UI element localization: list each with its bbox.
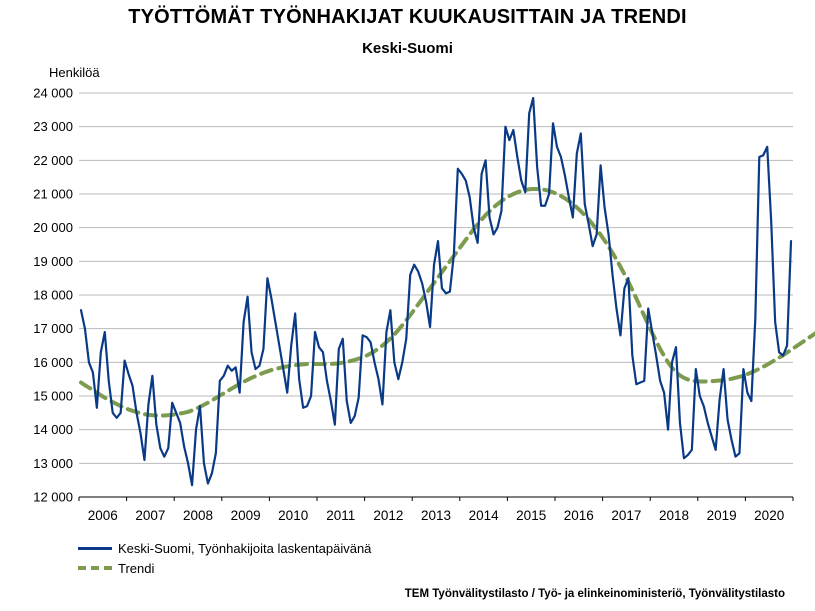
y-tick-label: 14 000 <box>33 422 73 437</box>
legend-label-trendi: Trendi <box>118 560 155 576</box>
y-tick-label: 13 000 <box>33 456 73 471</box>
x-tick-label: 2011 <box>326 508 355 523</box>
y-tick-label: 18 000 <box>33 288 73 303</box>
chart-subtitle: Keski-Suomi <box>362 40 453 57</box>
legend-swatch-dashed <box>78 566 112 570</box>
y-tick-label: 23 000 <box>33 119 73 134</box>
x-tick-label: 2016 <box>564 508 594 523</box>
y-tick-label: 12 000 <box>33 490 73 505</box>
x-tick-label: 2017 <box>611 508 641 523</box>
y-tick-label: 20 000 <box>33 220 73 235</box>
x-tick-label: 2010 <box>278 508 308 523</box>
y-tick-label: 15 000 <box>33 389 73 404</box>
y-tick-label: 17 000 <box>33 321 73 336</box>
legend-label-keski-suomi: Keski-Suomi, Työnhakijoita laskentapäivä… <box>118 540 372 556</box>
y-tick-label: 21 000 <box>33 187 73 202</box>
x-tick-label: 2013 <box>421 508 451 523</box>
series-line-keski-suomi <box>79 96 793 487</box>
legend-swatch-solid <box>78 546 112 550</box>
x-tick-label: 2007 <box>135 508 165 523</box>
x-tick-label: 2009 <box>231 508 261 523</box>
x-tick-label: 2019 <box>707 508 737 523</box>
x-tick-label: 2020 <box>754 508 784 523</box>
chart-title: TYÖTTÖMÄT TYÖNHAKIJAT KUUKAUSITTAIN JA T… <box>128 6 687 28</box>
x-tick-label: 2015 <box>516 508 546 523</box>
y-tick-label: 19 000 <box>33 254 73 269</box>
series-line-trendi <box>78 186 815 418</box>
chart-legend: Keski-Suomi, Työnhakijoita laskentapäivä… <box>78 538 371 578</box>
x-tick-label: 2006 <box>88 508 118 523</box>
y-axis-label: Henkilöä <box>49 65 100 80</box>
x-tick-label: 2018 <box>659 508 689 523</box>
x-tick-label: 2008 <box>183 508 213 523</box>
x-tick-label: 2012 <box>373 508 403 523</box>
legend-item-keski-suomi: Keski-Suomi, Työnhakijoita laskentapäivä… <box>78 538 371 558</box>
y-tick-label: 16 000 <box>33 355 73 370</box>
y-tick-label: 22 000 <box>33 153 73 168</box>
x-tick-label: 2014 <box>469 508 500 523</box>
source-note: TEM Työnvälitystilasto / Työ- ja elinkei… <box>404 588 785 600</box>
legend-item-trendi: Trendi <box>78 558 371 578</box>
y-tick-label: 24 000 <box>33 86 73 101</box>
